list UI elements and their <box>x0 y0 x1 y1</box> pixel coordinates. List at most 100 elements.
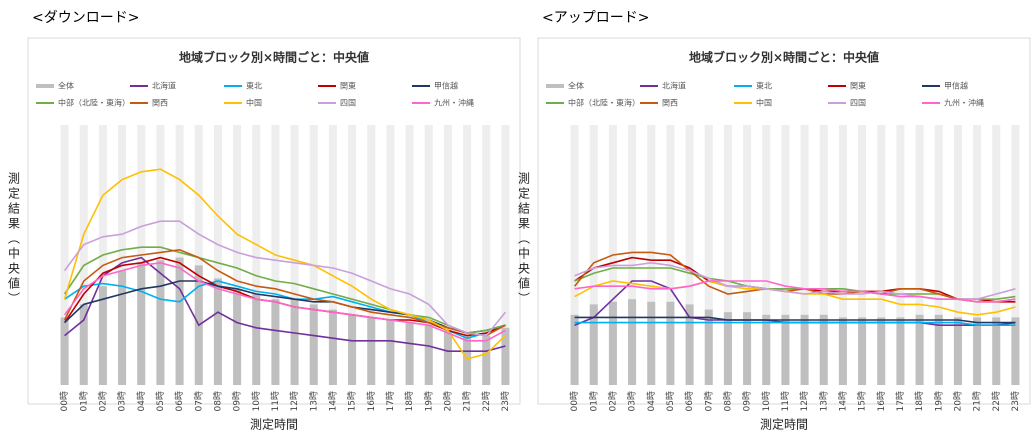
line <box>573 251 1016 303</box>
x-tick-label: 11時 <box>270 391 281 411</box>
legend-label: 九州・沖縄 <box>434 98 474 108</box>
bar <box>743 312 752 385</box>
x-tick-label: 16時 <box>366 391 377 411</box>
x-tick-label: 18時 <box>404 391 415 411</box>
bar <box>309 304 318 385</box>
category-stripe <box>992 125 1001 385</box>
x-tick-label: 04時 <box>136 391 147 411</box>
legend-label: 全体 <box>58 81 74 91</box>
bar <box>685 304 694 385</box>
category-stripe <box>723 125 732 385</box>
bar <box>608 301 617 385</box>
legend-label: 中国 <box>756 98 772 108</box>
legend-label: 中国 <box>246 98 262 108</box>
x-tick-label: 06時 <box>684 391 695 411</box>
x-tick-label: 00時 <box>569 391 580 411</box>
category-stripe <box>685 125 694 385</box>
category-stripe <box>328 125 337 385</box>
legend-label: 関西 <box>662 99 678 108</box>
x-tick-label: 22時 <box>991 391 1002 411</box>
legend-label: 関東 <box>850 81 866 91</box>
line <box>63 248 506 337</box>
legend-label: 東北 <box>246 81 262 91</box>
bar <box>463 335 472 385</box>
x-tick-label: 03時 <box>117 391 128 411</box>
legend-label: 全体 <box>568 81 584 91</box>
bar <box>570 314 579 385</box>
x-tick-label: 13時 <box>818 391 829 411</box>
x-tick-label: 21時 <box>462 391 473 411</box>
legend-label: 東北 <box>756 81 772 91</box>
y-axis-label: 測定結果（中央値） <box>517 172 531 307</box>
category-stripe <box>175 125 184 385</box>
x-tick-label: 09時 <box>232 391 243 411</box>
line <box>63 261 506 342</box>
category-stripe <box>781 125 790 385</box>
category-stripe <box>463 125 472 385</box>
bar <box>328 309 337 385</box>
category-stripe <box>858 125 867 385</box>
category-stripe <box>743 125 752 385</box>
chart-title: 地域ブロック別×時間ごと：中央値 <box>689 50 879 65</box>
category-stripe <box>973 125 982 385</box>
x-axis-label: 測定時間 <box>760 417 808 432</box>
category-stripe <box>443 125 452 385</box>
bar <box>973 317 982 385</box>
bar <box>1011 317 1020 385</box>
category-stripe <box>877 125 886 385</box>
bar <box>405 322 414 385</box>
x-tick-label: 02時 <box>97 391 108 411</box>
category-stripe <box>118 125 127 385</box>
legend-label: 関西 <box>152 99 168 108</box>
section-heading: <ダウンロード> <box>32 10 139 26</box>
bar <box>79 304 88 385</box>
category-stripe <box>482 125 491 385</box>
x-tick-label: 14時 <box>327 391 338 411</box>
bar <box>877 317 886 385</box>
x-tick-label: 22時 <box>481 391 492 411</box>
bar <box>915 314 924 385</box>
chart-title: 地域ブロック別×時間ごと：中央値 <box>179 50 369 65</box>
bar <box>137 262 146 385</box>
x-tick-label: 10時 <box>251 391 262 411</box>
x-tick-label: 15時 <box>857 391 868 411</box>
category-stripe <box>589 125 598 385</box>
x-tick-label: 15時 <box>347 391 358 411</box>
legend-label: 四国 <box>340 99 356 108</box>
bar <box>992 317 1001 385</box>
bar <box>800 314 809 385</box>
category-stripe <box>704 125 713 385</box>
line <box>574 280 1016 303</box>
bar <box>175 257 184 385</box>
category-stripe <box>1011 125 1020 385</box>
category-stripe <box>424 125 433 385</box>
category-stripe <box>252 125 261 385</box>
line <box>63 168 506 360</box>
x-tick-label: 05時 <box>665 391 676 411</box>
category-stripe <box>915 125 924 385</box>
category-stripe <box>79 125 88 385</box>
bar <box>953 317 962 385</box>
bar <box>98 286 107 385</box>
bar <box>443 330 452 385</box>
x-tick-label: 10時 <box>761 391 772 411</box>
bar <box>934 314 943 385</box>
category-stripe <box>570 125 579 385</box>
x-tick-label: 07時 <box>703 391 714 411</box>
bar <box>781 314 790 385</box>
line <box>63 246 506 334</box>
x-tick-label: 18時 <box>914 391 925 411</box>
x-tick-label: 12時 <box>799 391 810 411</box>
category-stripe <box>934 125 943 385</box>
bar <box>704 309 713 385</box>
line <box>574 316 1016 324</box>
category-stripe <box>60 125 69 385</box>
category-stripe <box>405 125 414 385</box>
x-tick-label: 05時 <box>155 391 166 411</box>
legend-label: 甲信越 <box>434 81 458 91</box>
bar <box>666 301 675 385</box>
category-stripe <box>156 125 165 385</box>
bar <box>252 294 261 385</box>
bar <box>819 314 828 385</box>
